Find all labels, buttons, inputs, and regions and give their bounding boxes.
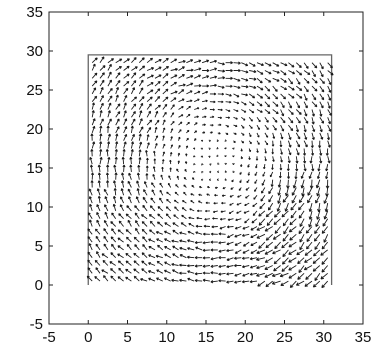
y-tick-label: 0 bbox=[35, 277, 43, 294]
y-tick-labels: -5 0 5 10 15 20 25 30 35 bbox=[26, 4, 43, 333]
x-tick-label: 20 bbox=[237, 329, 254, 346]
axis-ticks bbox=[48, 11, 364, 325]
x-tick-label: 5 bbox=[123, 329, 131, 346]
x-tick-label: 10 bbox=[158, 329, 175, 346]
velocity-vectors bbox=[86, 56, 334, 289]
x-tick-label: 35 bbox=[355, 329, 372, 346]
x-tick-labels: -5 0 5 10 15 20 25 30 35 bbox=[42, 329, 371, 346]
x-tick-label: 30 bbox=[315, 329, 332, 346]
y-tick-label: 35 bbox=[26, 4, 43, 21]
x-tick-label: -5 bbox=[42, 329, 55, 346]
y-tick-label: 30 bbox=[26, 43, 43, 60]
y-tick-label: 25 bbox=[26, 82, 43, 99]
cavity-walls bbox=[87, 54, 333, 285]
y-tick-label: -5 bbox=[30, 316, 43, 333]
x-tick-label: 15 bbox=[198, 329, 215, 346]
velocity-arrows bbox=[86, 56, 334, 289]
y-tick-label: 10 bbox=[26, 199, 43, 216]
x-tick-label: 0 bbox=[84, 329, 92, 346]
cavity-outline bbox=[87, 54, 333, 285]
x-tick-label: 25 bbox=[276, 329, 293, 346]
y-tick-label: 15 bbox=[26, 160, 43, 177]
y-tick-label: 5 bbox=[35, 238, 43, 255]
y-tick-label: 20 bbox=[26, 121, 43, 138]
